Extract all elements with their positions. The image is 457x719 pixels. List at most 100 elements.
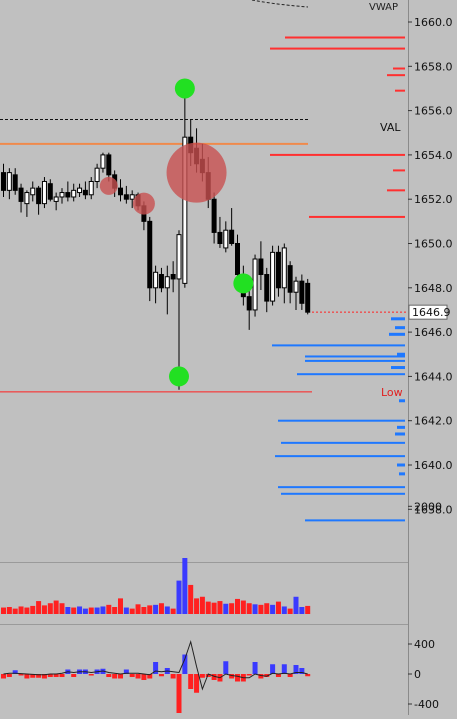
- volume-bar: [275, 601, 281, 614]
- last-price-label: 1646.9: [412, 306, 451, 319]
- price-axis-label: 1654.0: [414, 149, 453, 162]
- delta-bar: [112, 674, 118, 679]
- vwap-line: [251, 0, 309, 8]
- delta-bar: [24, 674, 30, 679]
- price-axis-label: 1644.0: [414, 370, 453, 383]
- red-volume-bubble: [132, 192, 155, 215]
- candle-body: [47, 183, 53, 200]
- price-axis-label: 1638.0: [414, 503, 453, 516]
- volume-bar: [281, 606, 287, 614]
- candle-body: [100, 154, 106, 169]
- candle-body: [305, 282, 311, 313]
- candle-body: [229, 229, 235, 245]
- volume-bar: [65, 607, 71, 614]
- price-axis-label: 1652.0: [414, 193, 453, 206]
- delta-bar: [205, 674, 211, 677]
- price-axis-label: 1658.0: [414, 60, 453, 73]
- delta-bar: [106, 674, 112, 677]
- candle-body: [164, 276, 170, 289]
- delta-bar: [12, 670, 18, 674]
- candle-body: [270, 251, 276, 302]
- buy-level-bar: [389, 332, 405, 336]
- volume-bar: [82, 608, 88, 614]
- delta-bar: [223, 661, 229, 674]
- volume-bar: [264, 603, 270, 614]
- candle-body: [36, 187, 42, 205]
- volume-bar: [118, 598, 123, 614]
- buy-level-bar: [305, 519, 405, 522]
- candle-body: [82, 189, 88, 196]
- volume-bar: [135, 604, 141, 614]
- volume-bar: [287, 608, 293, 614]
- cumulative-delta-line: [3, 639, 308, 691]
- delta-bar: [305, 674, 311, 677]
- delta-bar: [88, 674, 94, 676]
- volume-bar: [94, 607, 100, 614]
- candle-body: [252, 258, 258, 311]
- volume-bar: [1, 607, 6, 614]
- candle-body: [293, 280, 299, 293]
- candle-body: [153, 271, 159, 289]
- volume-bar: [299, 607, 305, 614]
- sell-level-bar: [270, 153, 405, 156]
- delta-bar: [53, 674, 59, 677]
- volume-bar: [223, 603, 229, 614]
- delta-bar: [252, 662, 258, 674]
- candle-body: [258, 258, 264, 276]
- volume-bar: [71, 607, 77, 614]
- green-volume-bubble: [233, 273, 254, 294]
- sell-level-bar: [387, 74, 405, 77]
- volume-bar: [30, 605, 36, 614]
- green-volume-bubble: [174, 78, 195, 99]
- volume-bar: [270, 604, 276, 614]
- volume-bar: [100, 606, 106, 614]
- volume-bar: [235, 598, 240, 614]
- volume-bar: [158, 603, 164, 614]
- sell-level-bar: [309, 215, 405, 218]
- low-label: Low: [381, 386, 403, 399]
- volume-bar: [258, 604, 264, 614]
- delta-bar: [293, 665, 299, 674]
- volume-bar: [6, 607, 12, 614]
- buy-level-bar: [305, 359, 405, 362]
- price-axis-label: 1656.0: [414, 105, 453, 118]
- delta-bar: [176, 674, 182, 713]
- buy-level-bar: [305, 355, 405, 358]
- delta-bar: [6, 674, 12, 677]
- red-volume-bubble: [99, 176, 118, 195]
- volume-bar: [24, 607, 30, 614]
- delta-axis-label: -400: [414, 698, 439, 711]
- sell-level-bar: [393, 67, 405, 70]
- volume-bar: [176, 580, 182, 614]
- delta-bar: [235, 674, 240, 682]
- sell-level-bar: [395, 89, 405, 92]
- volume-bar: [293, 596, 299, 614]
- volume-bar: [53, 600, 59, 614]
- buy-level-bar: [391, 317, 405, 321]
- delta-axis-label: 400: [414, 638, 435, 651]
- volume-bar: [252, 604, 258, 614]
- candle-body: [158, 274, 164, 289]
- vwap-label: VWAP: [369, 2, 398, 13]
- volume-bar: [36, 601, 42, 614]
- buy-level-bar: [278, 486, 405, 489]
- price-axis-label: 1646.0: [414, 326, 453, 339]
- buy-level-bar: [297, 373, 405, 376]
- candle-body: [147, 220, 153, 289]
- candle-body: [176, 234, 182, 280]
- candle-body: [71, 189, 77, 198]
- volume-bar: [217, 601, 223, 614]
- buy-level-bar: [397, 463, 405, 467]
- volume-bar: [199, 596, 205, 614]
- delta-bar: [182, 654, 188, 674]
- sell-level-bar: [393, 169, 405, 172]
- candle-body: [77, 187, 83, 194]
- volume-bar: [194, 598, 200, 614]
- price-axis-label: 1640.0: [414, 459, 453, 472]
- candle-body: [41, 180, 47, 205]
- delta-bar: [211, 674, 217, 680]
- candle-body: [264, 274, 270, 302]
- val-label: VAL: [380, 121, 401, 134]
